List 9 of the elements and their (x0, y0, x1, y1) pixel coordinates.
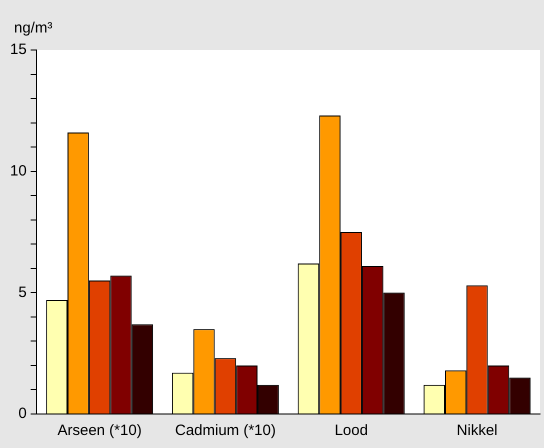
x-tick-label: Arseen (*10) (57, 422, 142, 440)
x-tick-label: Cadmium (*10) (174, 422, 276, 440)
y-axis-title: ng/m³ (14, 20, 52, 37)
y-tick-label: 15 (10, 41, 27, 58)
y-tick-label: 0 (18, 405, 27, 422)
x-tick-label: Lood (334, 422, 368, 440)
y-tick-label: 10 (10, 162, 27, 180)
x-tick-label: Nikkel (456, 422, 498, 440)
y-tick-label: 5 (18, 284, 27, 301)
